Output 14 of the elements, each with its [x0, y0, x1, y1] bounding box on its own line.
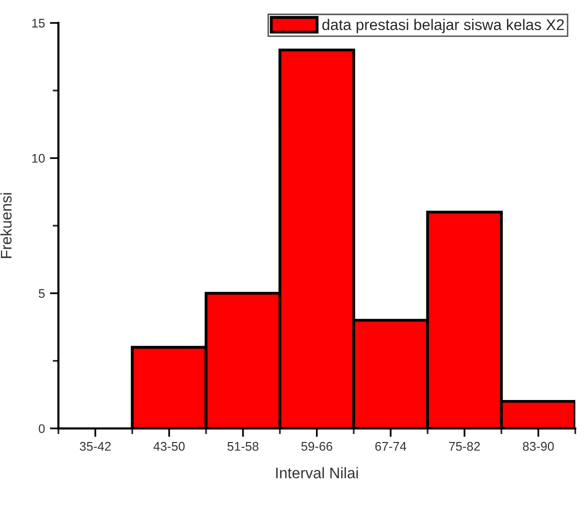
- x-tick-label: 35-42: [80, 442, 111, 451]
- y-tick-label: 10: [32, 154, 45, 163]
- x-tick-label: 59-66: [301, 442, 332, 451]
- x-tick-label: 75-82: [449, 442, 480, 451]
- legend-label: data prestasi belajar siswa kelas X2: [322, 18, 564, 34]
- y-tick-label: 0: [38, 424, 45, 434]
- x-tick-label: 67-74: [375, 442, 406, 451]
- y-tick-label: 5: [38, 289, 45, 298]
- y-axis-title: Frekuensi: [0, 193, 12, 258]
- x-tick-label: 43-50: [153, 442, 185, 451]
- y-tick-label: 15: [32, 18, 45, 28]
- x-axis-title: Interval Nilai: [276, 467, 358, 478]
- x-tick-label: 83-90: [522, 442, 554, 451]
- x-tick-label: 51-58: [228, 442, 258, 451]
